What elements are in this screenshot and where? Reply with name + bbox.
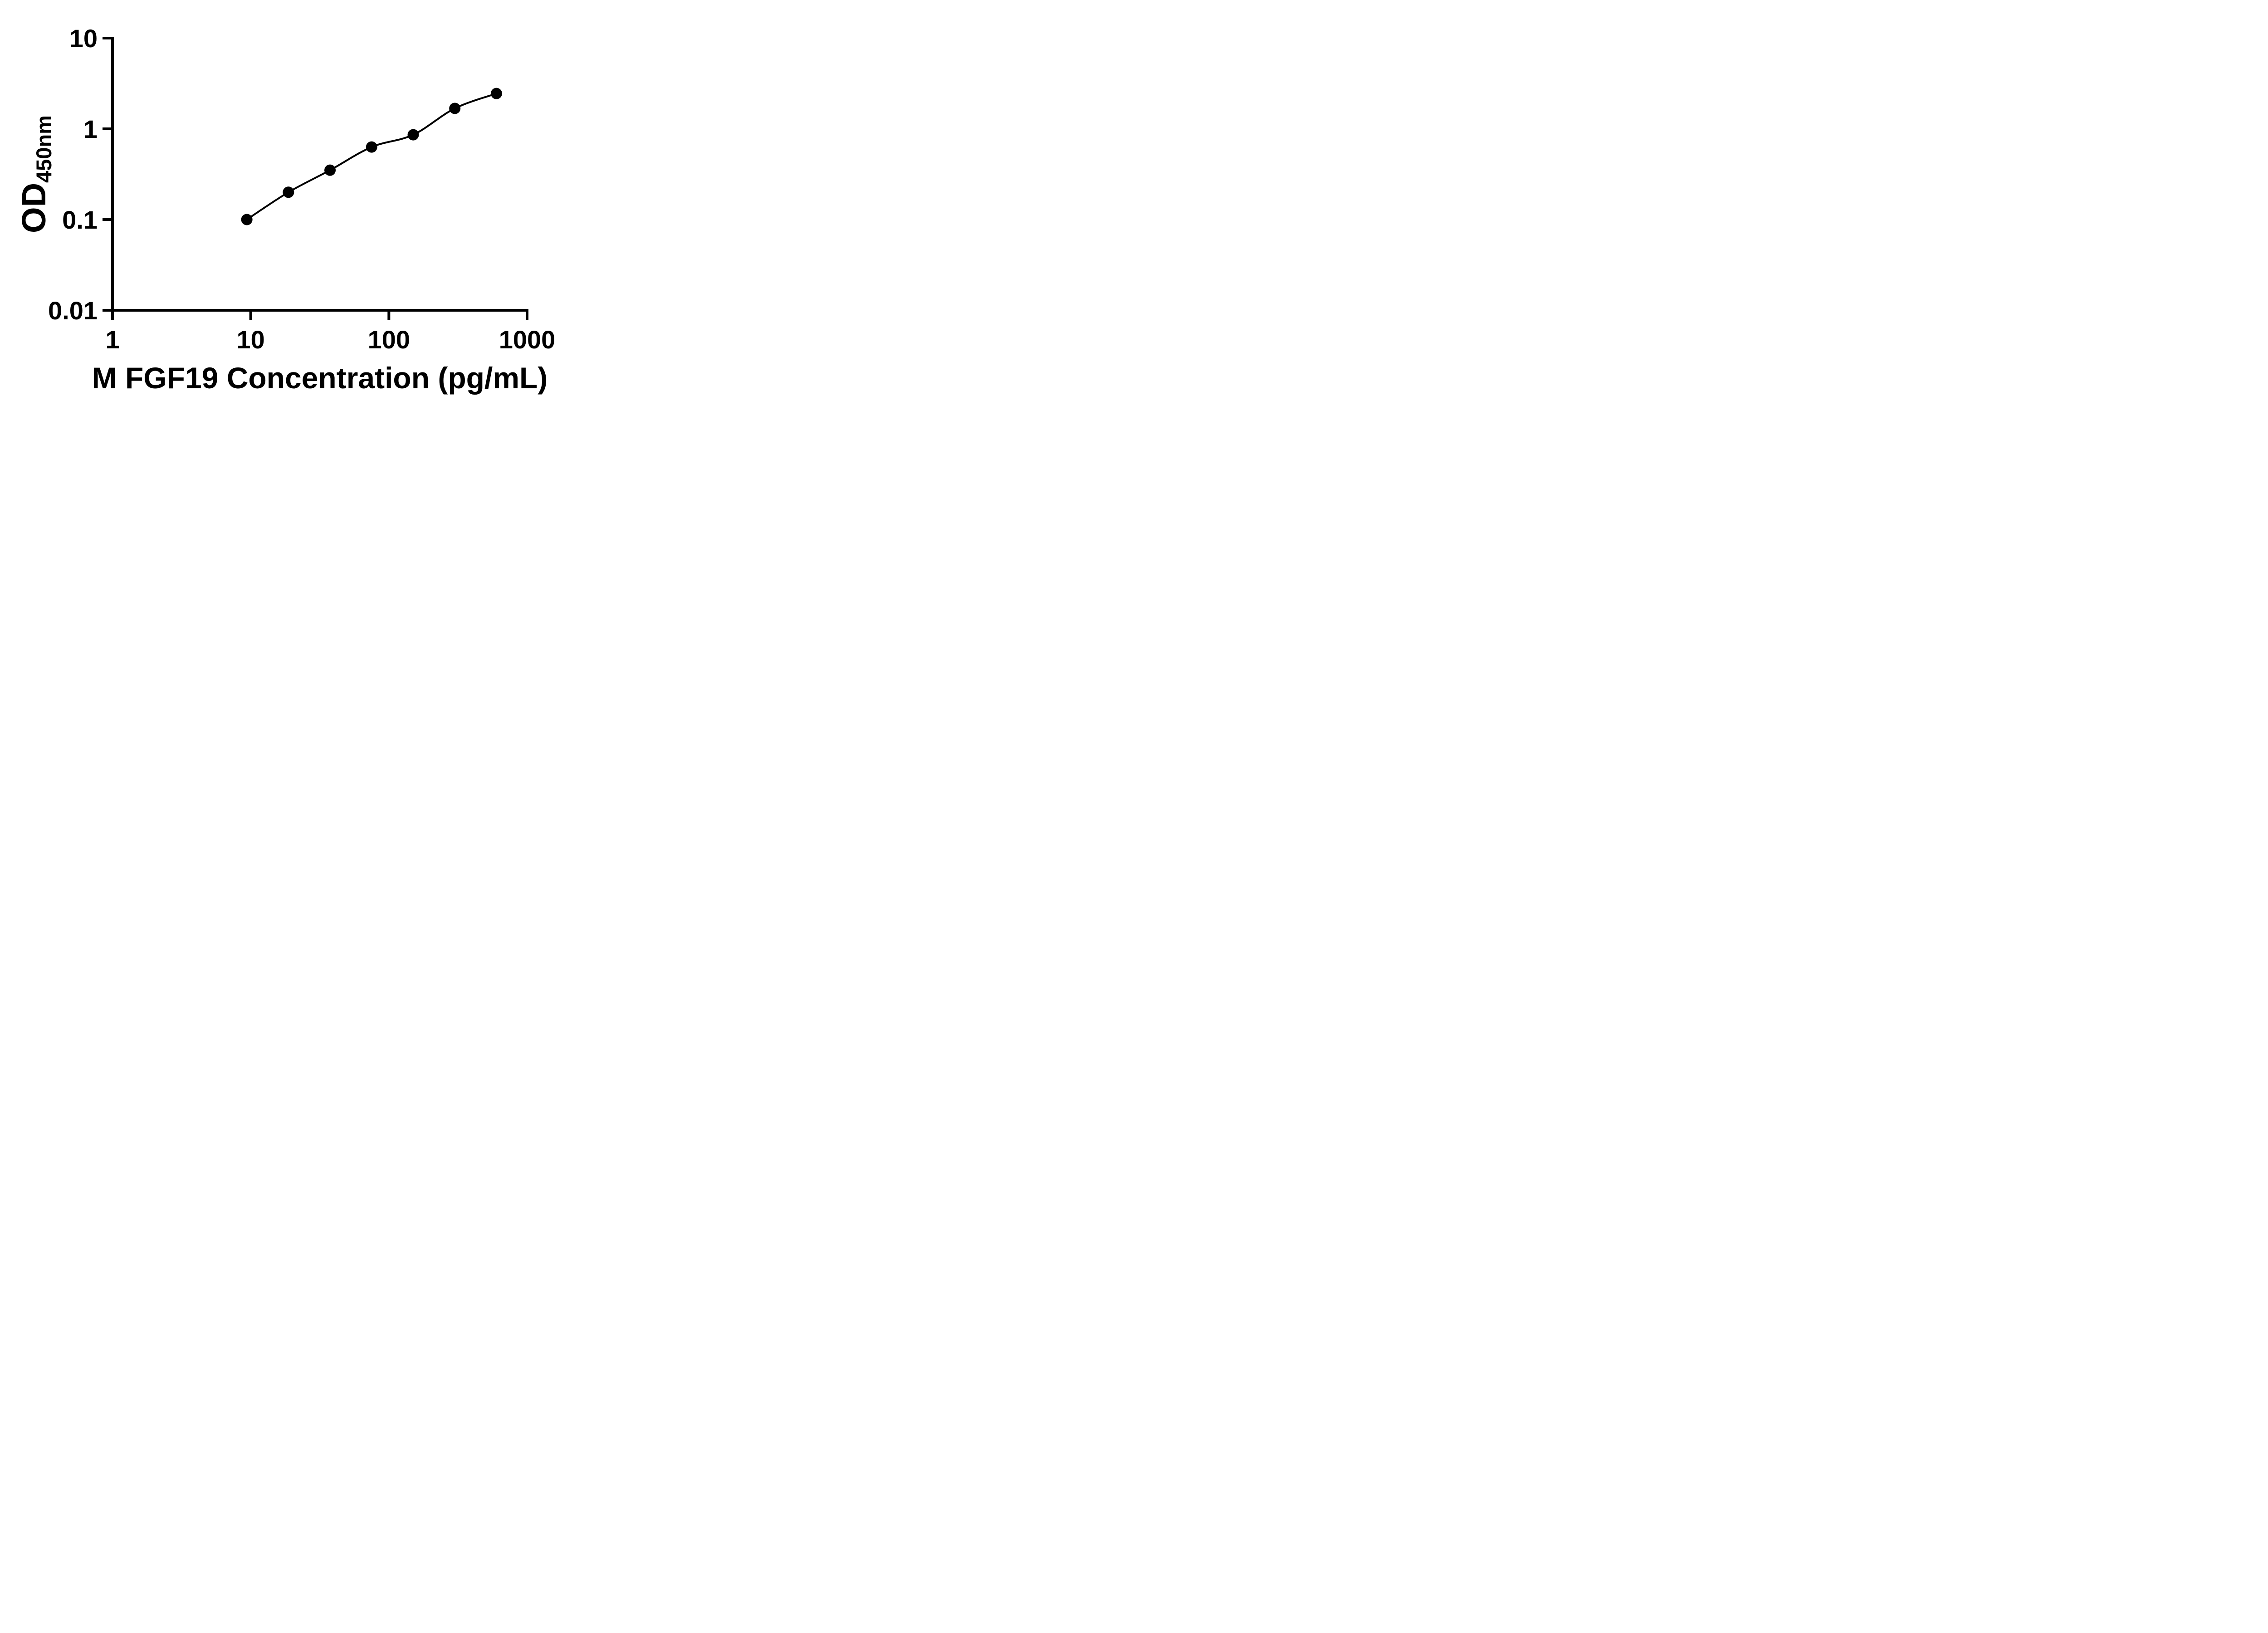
x-axis-title: M FGF19 Concentration (pg/mL): [92, 361, 548, 395]
data-point: [407, 129, 419, 141]
y-tick-label: 0.1: [62, 205, 98, 234]
y-axis-title-main: OD: [15, 183, 53, 233]
x-tick-label: 1000: [499, 325, 556, 354]
data-point: [241, 214, 253, 225]
y-axis-title-subscript: 450nm: [32, 115, 56, 183]
y-axis-title: OD450nm: [15, 115, 56, 233]
data-series: [241, 88, 502, 225]
x-tick-label: 10: [237, 325, 265, 354]
x-tick-label: 1: [105, 325, 119, 354]
y-tick-label: 10: [69, 24, 98, 53]
data-point: [283, 186, 294, 198]
data-point: [324, 164, 336, 176]
y-tick-label: 1: [83, 115, 98, 143]
axes: [111, 37, 528, 312]
data-point: [449, 103, 461, 114]
data-point: [490, 88, 502, 99]
chart-canvas: 0.01 0.1 1 10 1 10 100 1000 M FGF19 Concentrati…: [15, 24, 555, 395]
elisa-standard-curve-figure: 0.01 0.1 1 10 1 10 100 1000 M FGF19 Concentrati…: [0, 0, 583, 408]
axis-ticks: [103, 37, 528, 320]
x-tick-label: 100: [368, 325, 410, 354]
y-tick-label: 0.01: [48, 296, 98, 325]
tick-labels: 0.01 0.1 1 10 1 10 100 1000: [48, 24, 555, 354]
data-point: [366, 141, 377, 153]
fit-curve: [246, 93, 497, 220]
